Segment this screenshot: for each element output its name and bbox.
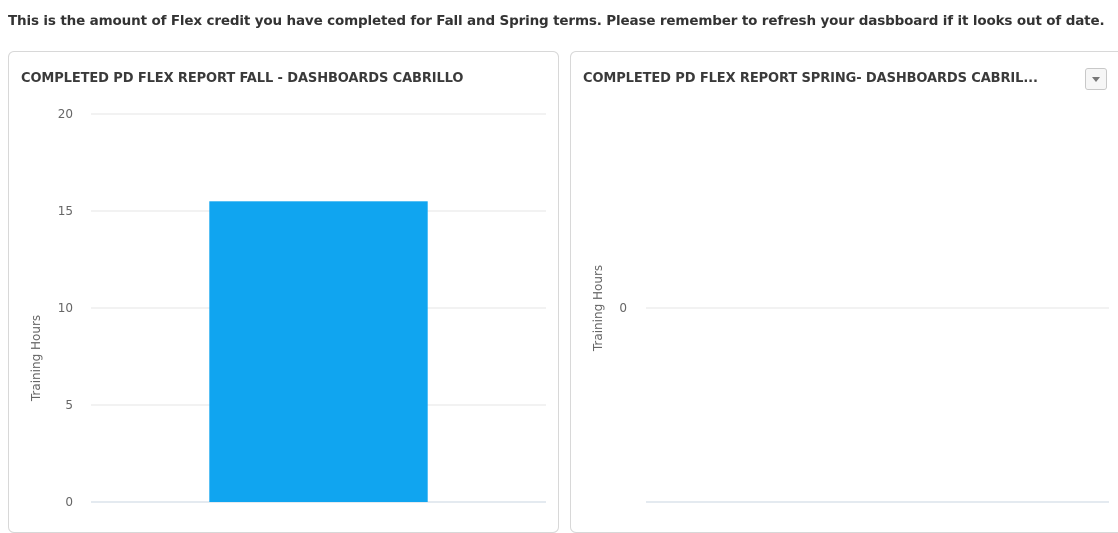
y-tick-label: 0 xyxy=(65,495,73,509)
y-tick-label: 15 xyxy=(58,204,73,218)
fall-chart: 0 5 10 15 20 Training Hours xyxy=(29,107,546,509)
y-tick-label: 20 xyxy=(58,107,73,121)
y-tick-label: 10 xyxy=(58,301,73,315)
card-menu-button[interactable] xyxy=(1085,68,1107,90)
spring-report-card: COMPLETED PD FLEX REPORT SPRING- DASHBOA… xyxy=(570,51,1118,533)
y-tick-label: 0 xyxy=(619,301,627,315)
card-title: COMPLETED PD FLEX REPORT FALL - DASHBOAR… xyxy=(21,71,464,86)
bar xyxy=(209,201,428,503)
y-tick-label: 5 xyxy=(65,398,73,412)
y-axis-label: Training Hours xyxy=(29,315,43,402)
y-axis-label: Training Hours xyxy=(591,265,605,352)
fall-report-card: COMPLETED PD FLEX REPORT FALL - DASHBOAR… xyxy=(8,51,559,533)
card-title: COMPLETED PD FLEX REPORT SPRING- DASHBOA… xyxy=(583,71,1038,86)
spring-chart: 0 Training Hours xyxy=(591,265,1109,503)
chevron-down-icon xyxy=(1092,76,1100,82)
intro-text: This is the amount of Flex credit you ha… xyxy=(8,13,1105,29)
